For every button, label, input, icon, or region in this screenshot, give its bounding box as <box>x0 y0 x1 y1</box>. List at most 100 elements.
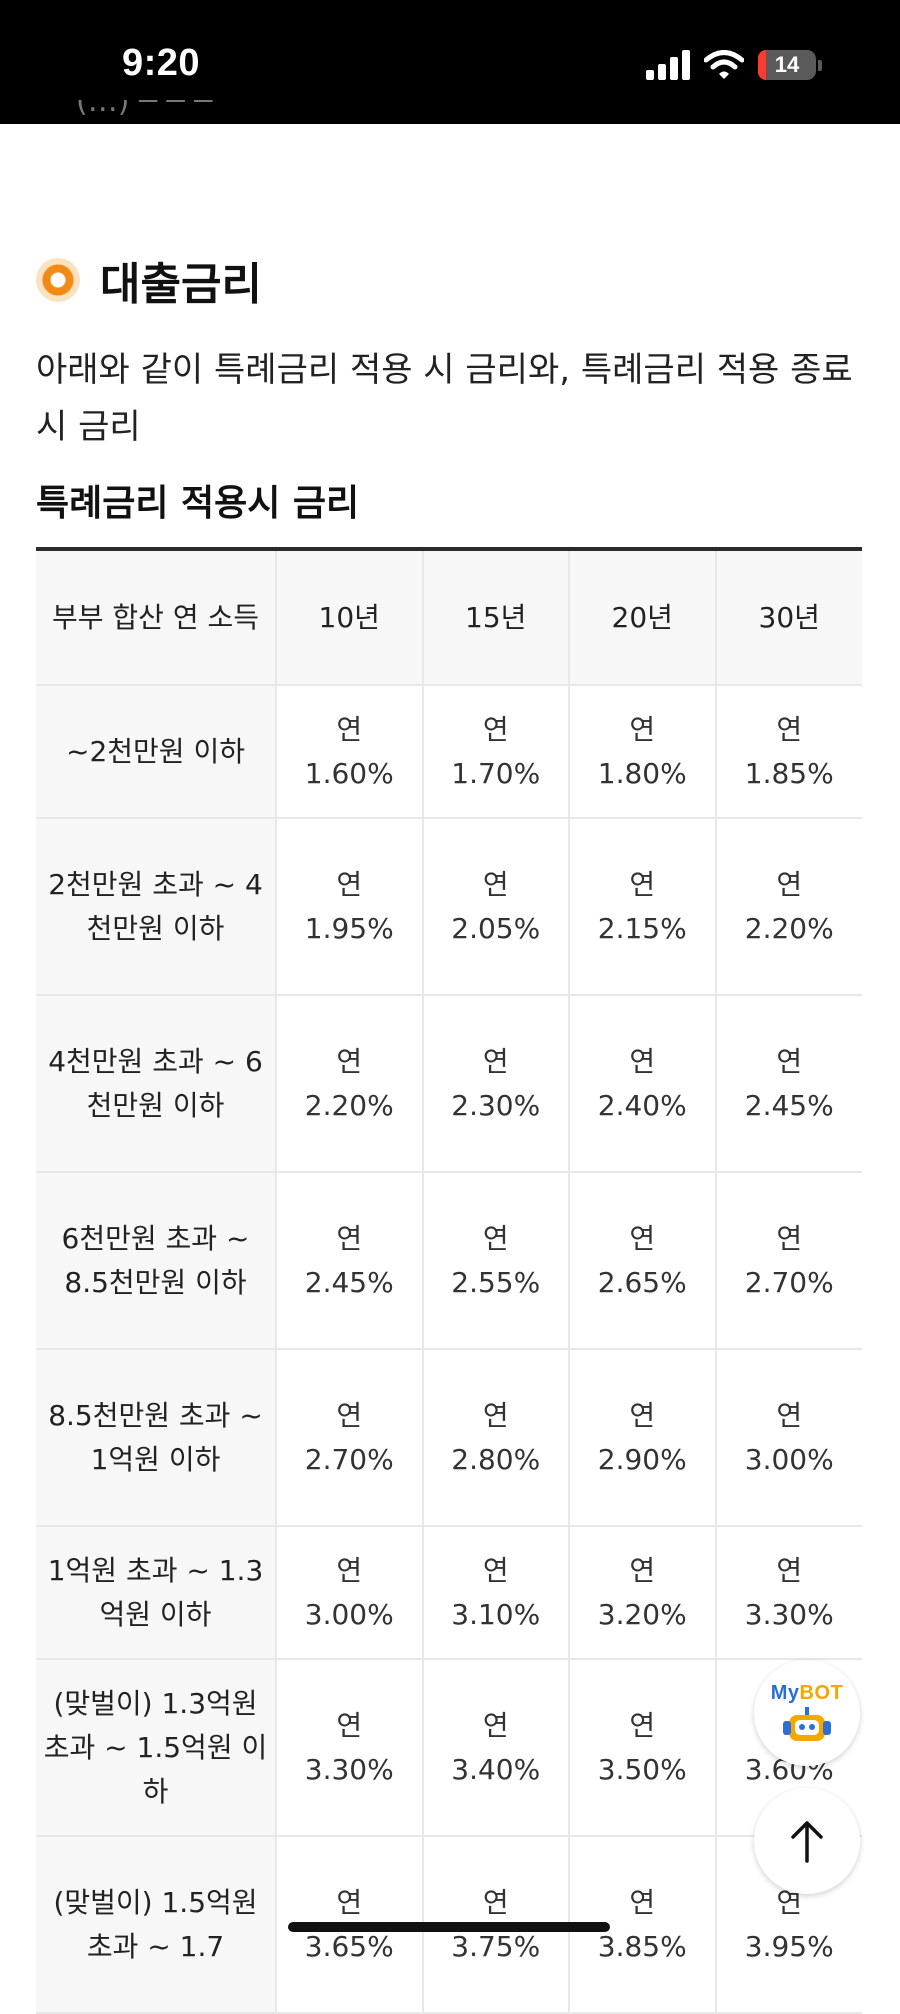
rate-prefix: 연 <box>629 1221 656 1255</box>
header-15-year: 15년 <box>422 549 570 686</box>
rate-prefix: 연 <box>482 1398 509 1432</box>
chatbot-button[interactable]: MyBOT <box>754 1660 860 1766</box>
rate-value: 2.45% <box>744 1088 834 1122</box>
header-income: 부부 합산 연 소득 <box>36 549 277 686</box>
chatbot-label: MyBOT <box>770 1681 844 1704</box>
rate-cell: 연 2.65% <box>569 1172 717 1350</box>
income-bracket: 1억원 초과 ~ 1.3억원 이하 <box>36 1526 277 1660</box>
rate-cell: 연 2.80% <box>422 1349 570 1527</box>
rate-cell: 연 3.50% <box>569 1659 717 1837</box>
rate-prefix: 연 <box>629 712 656 746</box>
rate-prefix: 연 <box>629 1553 656 1587</box>
income-bracket: 8.5천만원 초과 ~ 1억원 이하 <box>36 1349 277 1527</box>
rate-value: 3.10% <box>451 1597 541 1631</box>
rate-value: 3.50% <box>597 1752 687 1786</box>
rate-cell: 연 2.40% <box>569 995 717 1173</box>
header-10-year: 10년 <box>276 549 424 686</box>
rate-cell: 연 1.95% <box>276 818 424 996</box>
rate-prefix: 연 <box>336 1708 363 1742</box>
rate-prefix: 연 <box>336 1398 363 1432</box>
table-row: 1억원 초과 ~ 1.3억원 이하 연 3.00% 연 3.10% 연 3.20% 연 3.30… <box>36 1526 862 1660</box>
rate-value: 2.65% <box>597 1265 687 1299</box>
income-bracket: 6천만원 초과 ~ 8.5천만원 이하 <box>36 1172 277 1350</box>
rate-prefix: 연 <box>776 867 803 901</box>
rate-value: 3.00% <box>304 1597 394 1631</box>
rate-prefix: 연 <box>336 867 363 901</box>
rate-cell: 연 2.55% <box>422 1172 570 1350</box>
rate-cell: 연 3.40% <box>422 1659 570 1837</box>
home-indicator[interactable] <box>288 1922 610 1932</box>
rate-value: 2.70% <box>304 1442 394 1476</box>
rate-prefix: 연 <box>482 867 509 901</box>
rate-cell: 연 3.00% <box>715 1349 862 1527</box>
rate-prefix: 연 <box>776 712 803 746</box>
rate-cell: 연 2.90% <box>569 1349 717 1527</box>
rate-prefix: 연 <box>336 1553 363 1587</box>
rate-value: 1.70% <box>451 756 541 790</box>
rate-prefix: 연 <box>629 1708 656 1742</box>
rate-prefix: 연 <box>336 1885 363 1919</box>
battery-nub <box>818 59 822 71</box>
rate-cell: 연 3.10% <box>422 1526 570 1660</box>
status-bar: 9:20 14 <box>0 0 900 124</box>
rate-prefix: 연 <box>776 1044 803 1078</box>
battery-icon: 14 <box>758 50 816 80</box>
rate-prefix: 연 <box>482 1221 509 1255</box>
rate-cell: 연 1.70% <box>422 685 570 819</box>
rate-value: 2.20% <box>304 1088 394 1122</box>
rate-value: 2.30% <box>451 1088 541 1122</box>
rate-cell: 연 2.30% <box>422 995 570 1173</box>
rate-prefix: 연 <box>776 1398 803 1432</box>
table-body: ~2천만원 이하 연 1.60% 연 1.70% 연 1.80% 연 1.85% 2천만원 초과 … <box>36 685 862 2014</box>
rate-cell: 연 1.60% <box>276 685 424 819</box>
income-bracket: 4천만원 초과 ~ 6천만원 이하 <box>36 995 277 1173</box>
rate-value: 1.95% <box>304 911 394 945</box>
rate-value: 2.45% <box>304 1265 394 1299</box>
rate-prefix: 연 <box>336 1044 363 1078</box>
scroll-top-button[interactable] <box>754 1788 860 1894</box>
rate-cell: 연 1.85% <box>715 685 862 819</box>
income-bracket: ~2천만원 이하 <box>36 685 277 819</box>
rate-value: 2.90% <box>597 1442 687 1476</box>
table-row: 4천만원 초과 ~ 6천만원 이하 연 2.20% 연 2.30% 연 2.40% 연 2.45… <box>36 995 862 1173</box>
rate-prefix: 연 <box>776 1553 803 1587</box>
wifi-icon <box>704 50 744 79</box>
rate-prefix: 연 <box>776 1221 803 1255</box>
rate-cell: 연 2.45% <box>276 1172 424 1350</box>
orange-bullet-icon <box>36 258 80 302</box>
table-title: 특례금리 적용시 금리 <box>36 483 360 524</box>
rate-value: 1.85% <box>744 756 834 790</box>
rate-value: 3.20% <box>597 1597 687 1631</box>
rate-value: 2.70% <box>744 1265 834 1299</box>
rate-value: 3.30% <box>304 1752 394 1786</box>
table-row: ~2천만원 이하 연 1.60% 연 1.70% 연 1.80% 연 1.85% <box>36 685 862 819</box>
rate-value: 1.80% <box>597 756 687 790</box>
rate-value: 2.40% <box>597 1088 687 1122</box>
rate-prefix: 연 <box>336 712 363 746</box>
cutoff-previous-text: (…) ─ ─ ─ <box>76 100 213 119</box>
table-row: 8.5천만원 초과 ~ 1억원 이하 연 2.70% 연 2.80% 연 2.90% 연 3.0… <box>36 1349 862 1527</box>
rate-value: 2.15% <box>597 911 687 945</box>
income-bracket: 2천만원 초과 ~ 4천만원 이하 <box>36 818 277 996</box>
rate-value: 1.60% <box>304 756 394 790</box>
section-title: 대출금리 <box>100 259 262 310</box>
table-row: (맞벌이) 1.3억원 초과 ~ 1.5억원 이하 연 3.30% 연 3.40% 연 3.… <box>36 1659 862 1837</box>
rate-prefix: 연 <box>629 1398 656 1432</box>
rate-prefix: 연 <box>629 867 656 901</box>
table-row: 2천만원 초과 ~ 4천만원 이하 연 1.95% 연 2.05% 연 2.15% 연 2.20… <box>36 818 862 996</box>
rate-cell: 연 3.20% <box>569 1526 717 1660</box>
income-bracket: (맞벌이) 1.5억원 초과 ~ 1.7 <box>36 1836 277 2014</box>
rate-prefix: 연 <box>482 1553 509 1587</box>
rate-value: 3.40% <box>451 1752 541 1786</box>
rate-value: 3.00% <box>744 1442 834 1476</box>
rate-cell: 연 3.30% <box>276 1659 424 1837</box>
rate-value: 2.80% <box>451 1442 541 1476</box>
header-20-year: 20년 <box>569 549 717 686</box>
rate-prefix: 연 <box>482 712 509 746</box>
status-time: 9:20 <box>122 42 201 84</box>
rate-value: 2.05% <box>451 911 541 945</box>
section-heading: 대출금리 <box>36 248 262 312</box>
table-row: 6천만원 초과 ~ 8.5천만원 이하 연 2.45% 연 2.55% 연 2.65% 연 2.… <box>36 1172 862 1350</box>
arrow-up-icon <box>791 1821 823 1863</box>
rate-prefix: 연 <box>629 1885 656 1919</box>
